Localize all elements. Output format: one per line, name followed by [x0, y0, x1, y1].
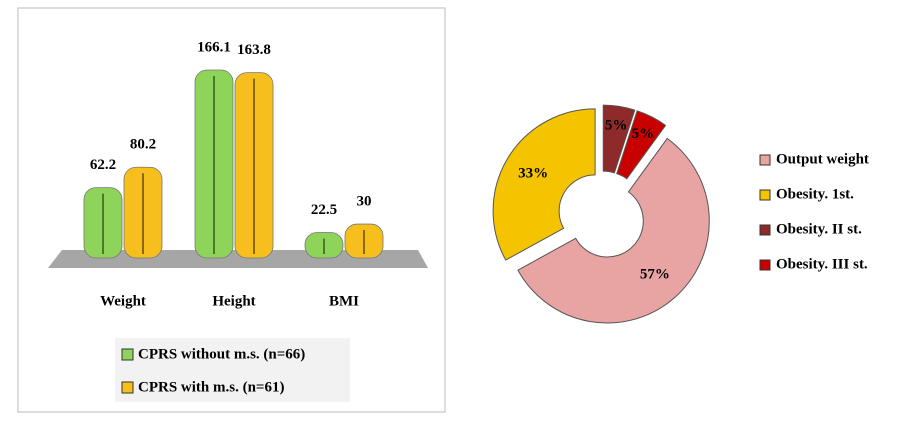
- data-label: 80.2: [130, 137, 156, 153]
- legend-swatch: [759, 189, 771, 201]
- data-label: 166.1: [197, 39, 231, 55]
- x-tick-label: Weight: [100, 293, 146, 309]
- data-label: 5%: [632, 126, 655, 142]
- x-tick-label: Height: [212, 293, 255, 309]
- donut-slice: [602, 104, 636, 174]
- donut-slice: [616, 110, 667, 180]
- legend-swatch: [121, 348, 134, 361]
- legend-label: CPRS with m.s. (n=61): [138, 379, 284, 395]
- data-label: 163.8: [237, 42, 271, 58]
- legend-label: Obesity. 1st.: [776, 186, 854, 202]
- data-label: 22.5: [311, 202, 337, 218]
- x-tick-label: BMI: [329, 293, 359, 309]
- data-label: 5%: [605, 118, 628, 134]
- legend-label: Output weight: [776, 151, 869, 167]
- legend-label: Obesity. II st.: [776, 221, 862, 237]
- data-label: 33%: [518, 166, 548, 182]
- data-label: 57%: [640, 266, 670, 282]
- legend-label: CPRS without m.s. (n=66): [138, 346, 305, 362]
- legend-box: [115, 338, 350, 402]
- donut-slice: [492, 108, 596, 261]
- legend-swatch: [121, 381, 134, 394]
- data-label: 30: [357, 193, 372, 209]
- legend-label: Obesity. III st.: [776, 256, 868, 272]
- legend-swatch: [759, 224, 771, 236]
- data-label: 62.2: [90, 157, 116, 173]
- donut-slice: [517, 137, 710, 324]
- legend-swatch: [759, 259, 771, 271]
- legend-swatch: [759, 154, 771, 166]
